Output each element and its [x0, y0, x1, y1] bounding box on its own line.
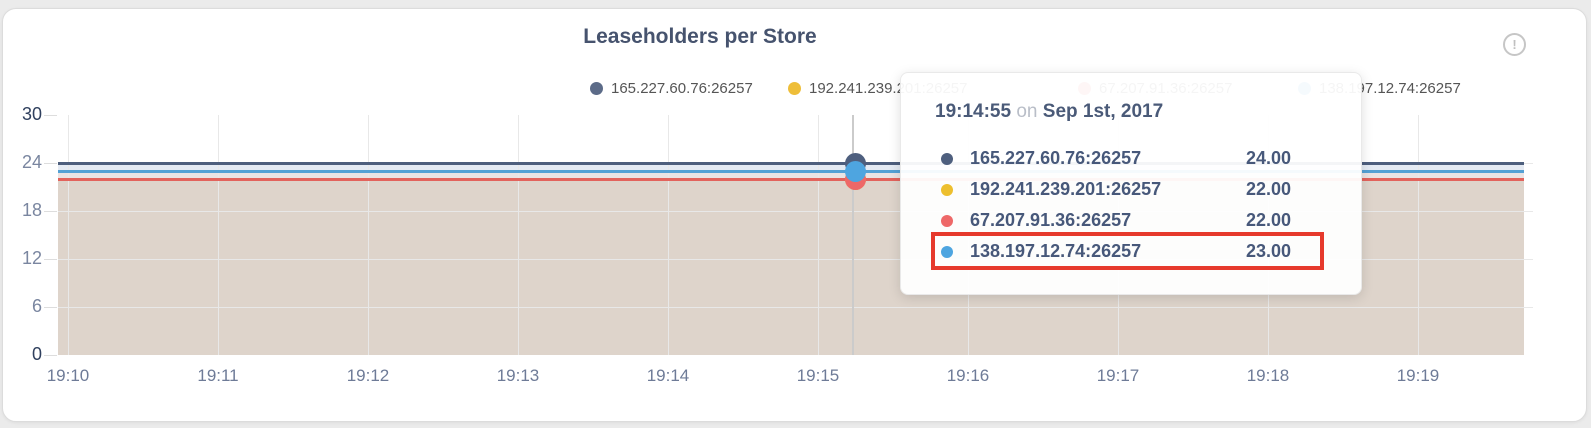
y-axis-label: 18	[21, 200, 42, 220]
series-line	[58, 161, 1524, 165]
y-axis-label: 12	[21, 248, 42, 268]
x-axis-label: 19:16	[946, 366, 990, 385]
x-axis-label: 19:10	[46, 366, 90, 385]
series-line	[58, 169, 1524, 173]
x-axis-label: 19:19	[1396, 366, 1440, 385]
tooltip-time: 19:14:55	[935, 101, 1012, 122]
legend-series-dot-icon	[788, 81, 801, 95]
y-axis-label: 6	[31, 296, 42, 316]
hover-tooltip: 19:14:55 on Sep 1st, 2017 165.227.60.76:…	[900, 72, 1362, 295]
gridline-h	[58, 307, 1533, 308]
gridline-h	[58, 211, 1533, 212]
chart-title: Leaseholders per Store	[583, 25, 817, 48]
info-icon-glyph: !	[1512, 37, 1517, 52]
tooltip-series-label: 138.197.12.74:26257	[970, 241, 1142, 261]
tooltip-series-dot-icon	[941, 152, 953, 165]
tooltip-series-row: 165.227.60.76:26257 24.00	[941, 143, 1291, 174]
tooltip-series-value: 23.00	[1245, 241, 1291, 261]
x-axis-label: 19:13	[496, 366, 540, 385]
tooltip-date: Sep 1st, 2017	[1042, 101, 1164, 122]
tooltip-series-label: 165.227.60.76:26257	[970, 148, 1142, 168]
y-axis-label: 24	[21, 152, 42, 172]
tooltip-series-value: 22.00	[1245, 210, 1291, 230]
hover-guide-line	[852, 115, 854, 355]
tooltip-timestamp: 19:14:55 on Sep 1st, 2017	[935, 101, 1163, 123]
tooltip-series-dot-icon	[941, 245, 953, 258]
legend-series-label: 165.227.60.76:26257	[611, 79, 753, 97]
tooltip-series-value: 22.00	[1245, 179, 1291, 199]
info-icon[interactable]: !	[1503, 33, 1526, 56]
tooltip-series-row: 138.197.12.74:26257 23.00	[931, 232, 1324, 270]
tooltip-series-dot-icon	[941, 183, 953, 196]
tooltip-series-label: 67.207.91.36:26257	[970, 210, 1132, 230]
x-axis-label: 19:17	[1096, 366, 1140, 385]
tooltip-connector: on	[1016, 101, 1038, 122]
tooltip-series-value: 24.00	[1245, 148, 1291, 168]
hover-marker-icon	[844, 160, 866, 182]
x-axis-label: 19:14	[646, 366, 690, 385]
gridline-v	[68, 115, 69, 355]
tooltip-series-row: 192.241.239.201:26257 22.00	[941, 174, 1291, 205]
legend-item[interactable]: 165.227.60.76:26257	[590, 79, 753, 97]
gridline-v	[368, 115, 369, 355]
tooltip-series-dot-icon	[941, 214, 953, 227]
y-axis-tick	[44, 307, 57, 308]
legend-series-dot-icon	[590, 81, 603, 95]
y-axis-label: 0	[31, 344, 42, 364]
y-axis-tick	[44, 355, 57, 356]
x-axis-label: 19:11	[197, 366, 239, 385]
gridline-v	[668, 115, 669, 355]
y-axis-label: 30	[21, 104, 42, 124]
gridline-v	[518, 115, 519, 355]
area-band-lower	[58, 172, 1524, 178]
area-band-upper	[58, 164, 1524, 170]
series-line	[58, 177, 1524, 181]
x-axis-label: 19:12	[346, 366, 390, 385]
y-axis-tick	[44, 211, 57, 212]
gridline-v	[1418, 115, 1419, 355]
gridline-v	[818, 115, 819, 355]
y-axis-tick	[44, 115, 57, 116]
x-axis-label: 19:15	[796, 366, 840, 385]
tooltip-series-label: 192.241.239.201:26257	[970, 179, 1162, 199]
tooltip-series-row: 67.207.91.36:26257 22.00	[941, 205, 1291, 236]
y-axis-tick	[44, 259, 57, 260]
y-axis-tick	[44, 163, 57, 164]
gridline-h	[58, 259, 1533, 260]
tooltip-rows: 165.227.60.76:26257 24.00 192.241.239.20…	[931, 143, 1324, 270]
x-axis-label: 19:18	[1246, 366, 1290, 385]
gridline-v	[218, 115, 219, 355]
